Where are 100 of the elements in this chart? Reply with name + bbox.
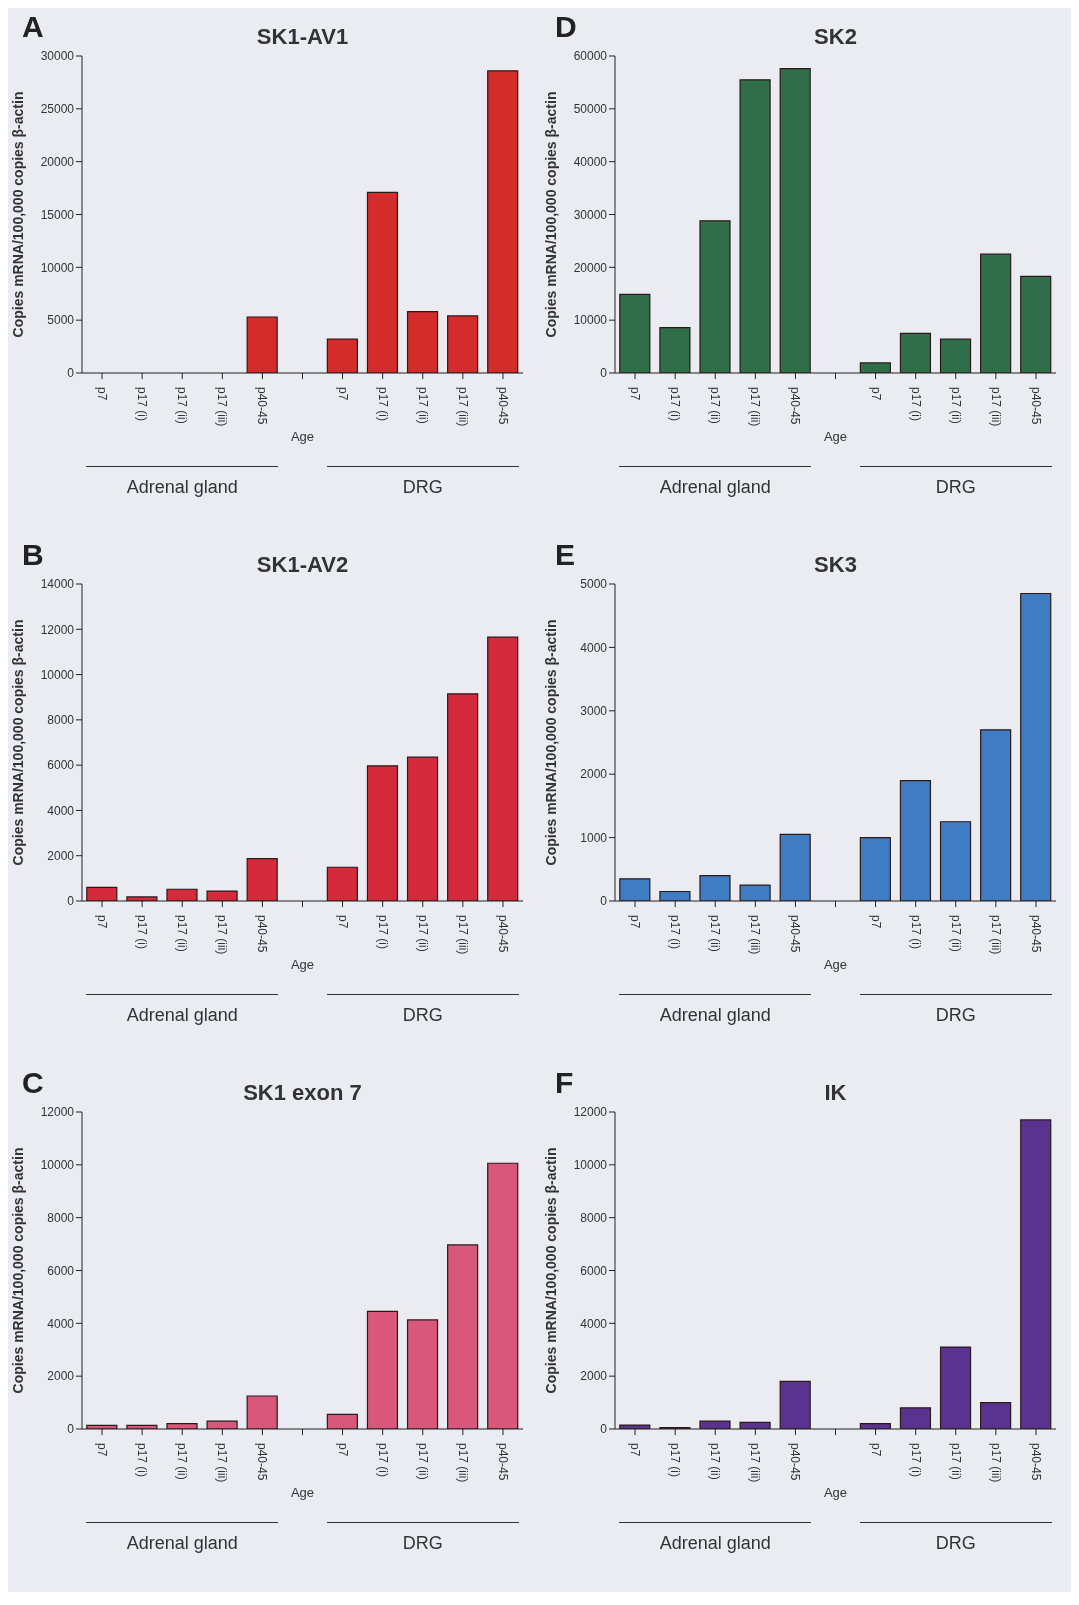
y-tick-label: 8000: [580, 1210, 608, 1225]
y-tick-label: 0: [67, 366, 75, 381]
x-tick-label: p7: [868, 1443, 883, 1457]
x-tick-label: p17 (ii): [948, 1443, 963, 1480]
y-tick-label: 2000: [47, 1369, 75, 1384]
text: DRG: [326, 466, 519, 498]
y-tick-label: 2000: [47, 848, 75, 863]
x-tick-label: p17 (iii): [455, 915, 470, 955]
y-tick-label: 10000: [573, 313, 608, 328]
y-tick-label: 30000: [40, 49, 75, 64]
y-axis-title: Copies mRNA/100,000 copies β-actin: [9, 91, 26, 338]
x-tick-label: p7: [628, 915, 643, 929]
x-tick-label: p17 (ii): [948, 387, 963, 424]
y-tick-label: 4000: [580, 640, 608, 655]
y-axis-title: Copies mRNA/100,000 copies β-actin: [542, 619, 559, 866]
x-tick-label: p17 (i): [375, 1443, 390, 1478]
y-tick-label: 2000: [580, 1369, 608, 1384]
x-tick-label: p7: [95, 1443, 110, 1457]
text: Adrenal gland: [86, 1522, 279, 1554]
x-tick-label: p17 (i): [375, 387, 390, 422]
text: DRG: [859, 466, 1052, 498]
text: Adrenal gland: [619, 466, 812, 498]
x-tick-label: p7: [335, 1443, 350, 1457]
x-tick-label: p17 (ii): [708, 387, 723, 424]
y-tick-label: 12000: [573, 1105, 608, 1120]
chart-title: SK3: [813, 552, 858, 578]
y-tick-label: 10000: [40, 667, 75, 682]
x-tick-label: p17 (i): [135, 915, 150, 950]
x-tick-label: p17 (iii): [748, 915, 763, 955]
x-tick-label: p17 (iii): [988, 915, 1003, 955]
y-axis-title: Copies mRNA/100,000 copies β-actin: [542, 91, 559, 338]
x-axis-title: Age: [823, 1485, 848, 1500]
x-tick-label: p17 (iii): [215, 915, 230, 955]
x-axis-title: Age: [290, 429, 315, 444]
x-tick-label: p17 (i): [135, 1443, 150, 1478]
x-tick-label: p40-45: [788, 1443, 803, 1481]
x-tick-label: p17 (i): [908, 1443, 923, 1478]
text: DRG: [326, 1522, 519, 1554]
x-tick-label: p17 (i): [908, 915, 923, 950]
text: E: [555, 538, 576, 572]
x-tick-label: p40-45: [1028, 915, 1043, 953]
y-tick-label: 6000: [47, 1263, 75, 1278]
x-tick-label: p40-45: [495, 915, 510, 953]
x-tick-label: p17 (i): [668, 387, 683, 422]
y-tick-label: 5000: [47, 313, 75, 328]
y-tick-label: 12000: [40, 1105, 75, 1120]
y-tick-label: 30000: [573, 207, 608, 222]
x-tick-label: p40-45: [255, 387, 270, 425]
x-tick-label: p17 (iii): [748, 1443, 763, 1483]
y-tick-label: 6000: [47, 758, 75, 773]
y-tick-label: 0: [67, 1422, 75, 1437]
y-tick-label: 14000: [40, 577, 75, 592]
x-tick-label: p17 (iii): [988, 387, 1003, 427]
x-tick-label: p7: [95, 915, 110, 929]
x-tick-label: p17 (ii): [415, 387, 430, 424]
x-tick-label: p17 (ii): [175, 387, 190, 424]
y-tick-label: 2000: [580, 767, 608, 782]
x-tick-label: p40-45: [788, 387, 803, 425]
text: B: [22, 538, 44, 572]
x-tick-label: p17 (iii): [748, 387, 763, 427]
x-tick-label: p17 (iii): [455, 387, 470, 427]
x-axis-title: Age: [823, 957, 848, 972]
x-tick-label: p17 (i): [135, 387, 150, 422]
text: DRG: [326, 994, 519, 1026]
x-tick-label: p17 (ii): [175, 1443, 190, 1480]
x-tick-label: p17 (ii): [708, 915, 723, 952]
y-tick-label: 10000: [573, 1158, 608, 1173]
x-tick-label: p7: [335, 915, 350, 929]
x-tick-label: p7: [868, 387, 883, 401]
x-tick-label: p7: [335, 387, 350, 401]
y-tick-label: 4000: [47, 803, 75, 818]
text: C: [22, 1066, 44, 1100]
x-tick-label: p17 (i): [375, 915, 390, 950]
y-tick-label: 3000: [580, 704, 608, 719]
y-tick-label: 4000: [47, 1316, 75, 1331]
x-tick-label: p17 (iii): [988, 1443, 1003, 1483]
x-tick-label: p40-45: [1028, 387, 1043, 425]
y-tick-label: 0: [600, 366, 608, 381]
x-tick-label: p7: [95, 387, 110, 401]
x-tick-label: p17 (ii): [708, 1443, 723, 1480]
x-tick-label: p40-45: [255, 1443, 270, 1481]
chart-title: SK2: [813, 24, 858, 50]
x-tick-label: p7: [868, 915, 883, 929]
chart-title: SK1-AV2: [255, 552, 350, 578]
y-tick-label: 6000: [580, 1263, 608, 1278]
x-tick-label: p17 (i): [668, 1443, 683, 1478]
y-tick-label: 50000: [573, 102, 608, 117]
y-tick-label: 25000: [40, 102, 75, 117]
text: Adrenal gland: [619, 994, 812, 1026]
x-axis-title: Age: [290, 957, 315, 972]
x-tick-label: p40-45: [255, 915, 270, 953]
x-tick-label: p40-45: [1028, 1443, 1043, 1481]
y-tick-label: 12000: [40, 622, 75, 637]
text: Adrenal gland: [86, 466, 279, 498]
x-tick-label: p17 (i): [908, 387, 923, 422]
x-axis-title: Age: [290, 1485, 315, 1500]
x-tick-label: p17 (iii): [455, 1443, 470, 1483]
text: DRG: [859, 1522, 1052, 1554]
x-tick-label: p7: [628, 387, 643, 401]
y-tick-label: 10000: [40, 260, 75, 275]
